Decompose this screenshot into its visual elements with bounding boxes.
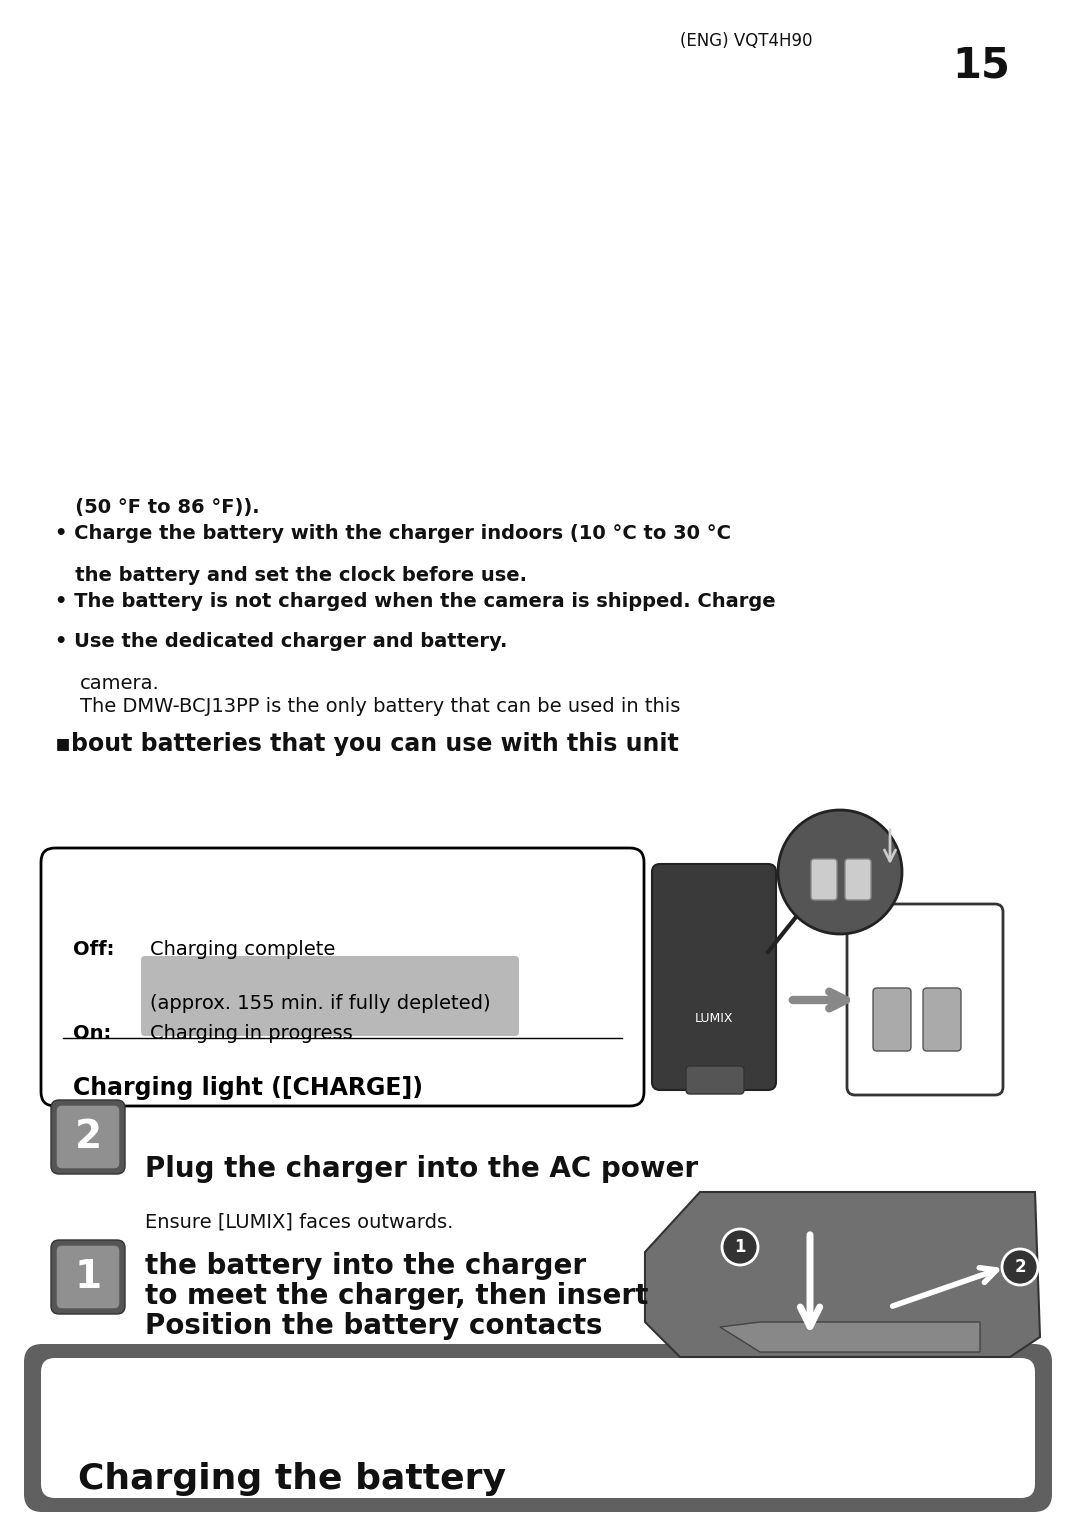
FancyBboxPatch shape [811, 858, 837, 900]
Text: 1: 1 [734, 1237, 746, 1256]
FancyBboxPatch shape [51, 1100, 125, 1173]
Text: 2: 2 [1014, 1259, 1026, 1275]
Text: to meet the charger, then insert: to meet the charger, then insert [145, 1282, 648, 1310]
FancyBboxPatch shape [56, 1245, 120, 1309]
Text: the battery into the charger: the battery into the charger [145, 1253, 586, 1280]
Text: LUMIX: LUMIX [694, 1012, 733, 1024]
Text: • The battery is not charged when the camera is shipped. Charge: • The battery is not charged when the ca… [55, 592, 775, 610]
Text: • Use the dedicated charger and battery.: • Use the dedicated charger and battery. [55, 632, 508, 651]
Polygon shape [645, 1192, 1040, 1358]
FancyBboxPatch shape [652, 864, 777, 1090]
Text: the battery and set the clock before use.: the battery and set the clock before use… [55, 566, 527, 584]
Text: Off:: Off: [73, 941, 114, 959]
Text: 2: 2 [75, 1119, 102, 1157]
Text: Charging complete: Charging complete [150, 941, 336, 959]
FancyBboxPatch shape [51, 1240, 125, 1313]
Text: Charging in progress: Charging in progress [150, 1024, 353, 1043]
FancyBboxPatch shape [56, 1105, 120, 1169]
FancyBboxPatch shape [41, 1358, 1035, 1498]
FancyBboxPatch shape [847, 904, 1003, 1094]
Text: Plug the charger into the AC power: Plug the charger into the AC power [145, 1155, 698, 1183]
Text: (ENG) VQT4H90: (ENG) VQT4H90 [680, 32, 812, 50]
Circle shape [1002, 1250, 1038, 1285]
Text: (50 °F to 86 °F)).: (50 °F to 86 °F)). [55, 498, 259, 517]
FancyBboxPatch shape [686, 1065, 744, 1094]
Text: Ensure [LUMIX] faces outwards.: Ensure [LUMIX] faces outwards. [145, 1212, 454, 1231]
FancyBboxPatch shape [845, 858, 870, 900]
Text: On:: On: [73, 1024, 111, 1043]
Polygon shape [720, 1323, 980, 1352]
Circle shape [723, 1228, 758, 1265]
Circle shape [778, 810, 902, 935]
Text: • Charge the battery with the charger indoors (10 °C to 30 °C: • Charge the battery with the charger in… [55, 524, 731, 543]
Text: The DMW-BCJ13PP is the only battery that can be used in this: The DMW-BCJ13PP is the only battery that… [80, 697, 680, 715]
FancyBboxPatch shape [24, 1344, 1052, 1511]
Text: (approx. 155 min. if fully depleted): (approx. 155 min. if fully depleted) [150, 994, 490, 1014]
Text: ▪bout batteries that you can use with this unit: ▪bout batteries that you can use with th… [55, 732, 678, 756]
FancyBboxPatch shape [41, 848, 644, 1106]
FancyBboxPatch shape [141, 956, 519, 1036]
Text: 1: 1 [75, 1259, 102, 1297]
Text: 15: 15 [953, 44, 1010, 87]
Text: Charging light ([CHARGE]): Charging light ([CHARGE]) [73, 1076, 423, 1100]
Text: Charging the battery: Charging the battery [78, 1463, 507, 1496]
Text: camera.: camera. [80, 674, 160, 693]
FancyBboxPatch shape [923, 988, 961, 1052]
Text: Position the battery contacts: Position the battery contacts [145, 1312, 603, 1339]
FancyBboxPatch shape [873, 988, 912, 1052]
